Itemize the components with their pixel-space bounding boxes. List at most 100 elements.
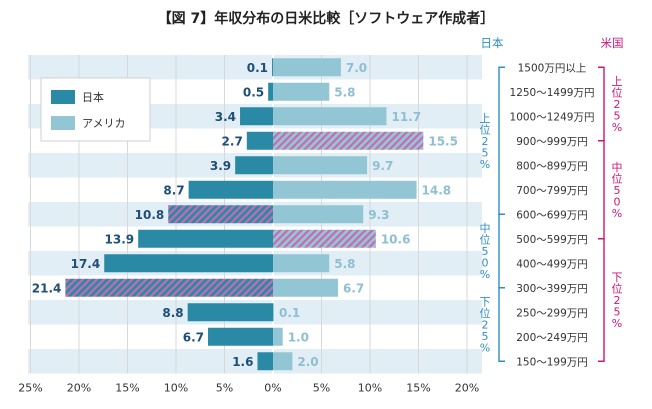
japan-value-label: 10.8: [135, 208, 165, 222]
x-tick-label: 5%: [313, 382, 330, 395]
legend-label-japan: 日本: [82, 90, 104, 104]
japan-group-label: 下: [480, 296, 491, 309]
japan-group-label: 5: [482, 245, 489, 258]
usa-group-label: 中: [612, 161, 623, 174]
x-tick-label: 10%: [358, 382, 382, 395]
usa-group-label: 5: [614, 306, 621, 319]
usa-group-bracket: [598, 66, 605, 142]
japan-value-label: 17.4: [71, 257, 101, 271]
usa-group-bracket: [598, 238, 605, 362]
japan-value-label: 6.7: [183, 330, 204, 344]
usa-group-label: %: [612, 317, 622, 330]
x-tick-label: 15%: [406, 382, 430, 395]
category-label: 400～499万円: [516, 258, 588, 270]
japan-column-header: 日本: [481, 36, 504, 50]
japan-value-label: 3.9: [210, 159, 231, 173]
japan-group-label: 中: [480, 222, 491, 235]
usa-value-label: 11.7: [391, 110, 421, 124]
usa-group-label: 5: [614, 184, 621, 197]
row-stripe: [28, 55, 482, 80]
legend-label-usa: アメリカ: [82, 117, 125, 130]
usa-group-bracket: [598, 140, 605, 240]
japan-group-label: 5: [482, 146, 489, 159]
usa-bar: [273, 156, 368, 175]
usa-value-label: 15.5: [428, 134, 458, 148]
usa-column-header: 米国: [601, 36, 624, 50]
usa-value-label: 7.0: [346, 61, 367, 75]
japan-bar: [187, 303, 273, 322]
usa-value-label: 0.1: [279, 306, 300, 320]
japan-bar: [257, 352, 273, 371]
japan-bar: [104, 254, 273, 273]
usa-group-label: %: [612, 121, 622, 134]
category-label: 500～599万円: [516, 234, 588, 246]
usa-bar: [273, 254, 330, 273]
usa-bar: [273, 352, 293, 371]
usa-bar: [273, 205, 364, 224]
usa-bar: [273, 82, 330, 101]
usa-bar: [273, 58, 341, 77]
japan-bar: [168, 205, 273, 224]
japan-value-label: 21.4: [32, 281, 62, 295]
usa-group-label: 2: [614, 294, 621, 307]
japan-bar: [272, 58, 273, 77]
usa-value-label: 5.8: [334, 257, 355, 271]
japan-bar: [138, 229, 273, 248]
japan-bar: [65, 278, 273, 297]
japan-group-bracket: [498, 287, 505, 362]
usa-value-label: 5.8: [334, 85, 355, 99]
japan-bar: [240, 107, 273, 126]
legend-swatch-usa: [51, 116, 75, 130]
usa-value-label: 10.6: [381, 232, 411, 246]
usa-bar: [273, 180, 417, 199]
japan-value-label: 2.7: [222, 134, 243, 148]
usa-group-label: 位: [612, 282, 623, 296]
japan-group-label: %: [480, 268, 490, 281]
japan-bar: [268, 82, 273, 101]
japan-bar: [235, 156, 273, 175]
japan-bar: [246, 131, 273, 150]
usa-value-label: 6.7: [343, 281, 364, 295]
x-tick-label: 0%: [264, 382, 281, 395]
chart-title: 【図 7】年収分布の日米比較［ソフトウェア作成者］: [157, 11, 495, 27]
x-tick-label: 5%: [216, 382, 233, 395]
usa-bar: [273, 131, 424, 150]
usa-bar: [273, 327, 283, 346]
usa-group-label: 位: [612, 86, 623, 100]
japan-group-label: 位: [480, 233, 491, 247]
japan-group-label: 上: [480, 112, 491, 125]
usa-value-label: 2.0: [297, 355, 318, 369]
usa-group-label: %: [612, 207, 622, 220]
usa-group-label: 5: [614, 110, 621, 123]
japan-value-label: 13.9: [105, 232, 135, 246]
usa-group-label: 2: [614, 98, 621, 111]
category-label: 150～199万円: [516, 356, 588, 368]
category-label: 900～999万円: [516, 136, 588, 148]
x-tick-label: 20%: [67, 382, 91, 395]
usa-bar: [273, 303, 274, 322]
usa-value-label: 1.0: [288, 330, 309, 344]
category-label: 700～799万円: [516, 185, 588, 197]
japan-value-label: 3.4: [215, 110, 236, 124]
japan-value-label: 8.8: [162, 306, 183, 320]
japan-group-bracket: [498, 66, 505, 215]
x-tick-label: 25%: [18, 382, 42, 395]
usa-group-label: 上: [612, 75, 623, 88]
usa-bar: [273, 107, 387, 126]
japan-bar: [208, 327, 273, 346]
usa-group-label: 位: [612, 171, 623, 185]
category-label: 300～399万円: [516, 283, 588, 295]
category-label: 1250～1499万円: [510, 87, 595, 99]
usa-group-label: 下: [612, 271, 623, 284]
legend-swatch-japan: [51, 90, 75, 104]
japan-group-label: 0: [482, 257, 489, 270]
japan-group-label: 位: [480, 306, 491, 320]
category-label: 600～699万円: [516, 209, 588, 221]
category-label: 800～899万円: [516, 160, 588, 172]
japan-value-label: 0.5: [243, 85, 264, 99]
japan-value-label: 8.7: [163, 183, 184, 197]
legend-box: [40, 77, 151, 142]
japan-group-label: 2: [482, 135, 489, 148]
